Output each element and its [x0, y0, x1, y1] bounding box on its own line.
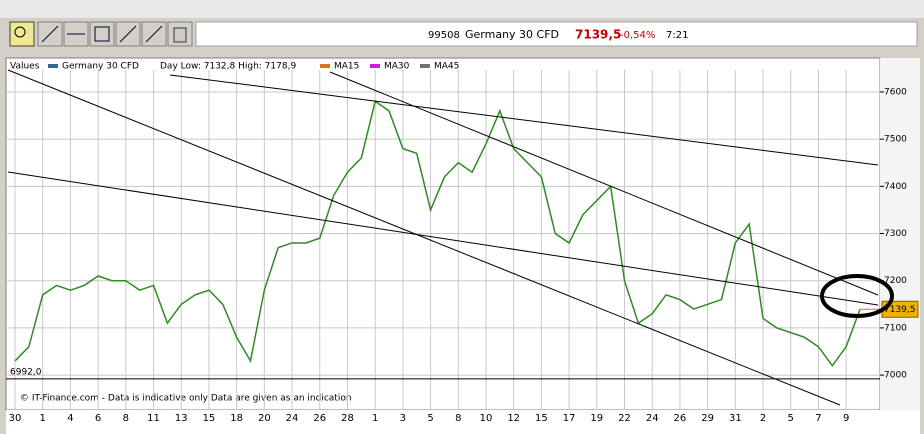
- x-tick-label: 7: [815, 413, 821, 424]
- legend-label: Germany 30 CFD: [62, 62, 139, 72]
- footnote: © IT-Finance.com - Data is indicative on…: [20, 394, 352, 404]
- x-tick-label: 1: [372, 413, 378, 424]
- x-tick-label: 11: [147, 413, 160, 424]
- line-icon: [41, 25, 59, 43]
- trend-lines: [7, 69, 879, 406]
- x-tick-label: 8: [455, 413, 461, 424]
- trend-line: [7, 69, 841, 406]
- legend-label: MA15: [334, 62, 359, 72]
- legend-swatch: [420, 64, 430, 68]
- fib-tool[interactable]: [89, 21, 115, 47]
- legend-label: MA30: [384, 62, 410, 72]
- y-tick-label: 7200: [884, 276, 907, 286]
- x-tick-label: 31: [729, 413, 742, 424]
- x-tick-label: 13: [175, 413, 188, 424]
- quote-change: -0,54%: [620, 30, 655, 41]
- x-tick-label: 9: [843, 413, 849, 424]
- x-tick-label: 24: [286, 413, 299, 424]
- toolbar: [9, 21, 193, 47]
- parallel-icon: [145, 25, 163, 43]
- x-tick-label: 28: [341, 413, 354, 424]
- instrument-code: 99508: [428, 30, 460, 41]
- y-tick-label: 7000: [884, 371, 907, 381]
- legend-swatch: [320, 64, 330, 68]
- x-tick-label: 19: [590, 413, 603, 424]
- y-tick-label: 7400: [884, 182, 907, 192]
- legend-swatch: [48, 64, 58, 68]
- x-axis-area: [6, 410, 920, 434]
- trend-line: [329, 71, 879, 296]
- x-tick-label: 3: [400, 413, 406, 424]
- x-tick-label: 17: [563, 413, 576, 424]
- highlight-ellipse: [820, 274, 894, 318]
- quote-time: 7:21: [666, 30, 688, 41]
- zoom-button[interactable]: [9, 21, 35, 47]
- x-tick-label: 26: [674, 413, 687, 424]
- quote-price: 7139,5: [575, 28, 621, 42]
- x-tick-label: 24: [646, 413, 659, 424]
- x-tick-label: 2: [760, 413, 766, 424]
- legend-title: Values: [10, 62, 40, 72]
- price-line: [14, 100, 861, 367]
- x-tick-label: 20: [258, 413, 271, 424]
- x-tick-label: 5: [788, 413, 794, 424]
- last-price-label: 7139,5: [884, 305, 916, 315]
- fib-icon: [94, 26, 110, 42]
- x-tick-label: 1: [40, 413, 46, 424]
- day-range: Day Low: 7132,8 High: 7178,9: [160, 62, 296, 72]
- reference-label: 6992,0: [10, 367, 42, 377]
- x-tick-label: 22: [618, 413, 631, 424]
- quote-panel: [195, 21, 918, 47]
- trend-line: [169, 74, 879, 166]
- y-tick-label: 7300: [884, 229, 907, 239]
- y-axis-area: [880, 58, 920, 410]
- y-tick-label: 7500: [884, 135, 907, 145]
- title-strip: [0, 0, 924, 18]
- x-tick-label: 4: [67, 413, 73, 424]
- trend-line: [7, 171, 879, 306]
- y-tick-label: 7100: [884, 323, 907, 333]
- y-tick-label: 7600: [884, 87, 907, 97]
- x-tick-label: 15: [203, 413, 216, 424]
- instrument-name: Germany 30 CFD: [465, 28, 559, 41]
- x-tick-label: 30: [9, 413, 22, 424]
- x-tick-label: 5: [427, 413, 433, 424]
- zoom-icon: [14, 26, 26, 38]
- legend-label: MA45: [434, 62, 459, 72]
- channel-icon: [119, 25, 137, 43]
- x-tick-label: 15: [535, 413, 548, 424]
- x-tick-label: 29: [701, 413, 714, 424]
- plot-layer: Germany 30 CFD MA15 MA30 MA4570007100720073…: [6, 62, 919, 424]
- trash-icon: [173, 27, 187, 43]
- x-tick-label: 8: [123, 413, 129, 424]
- x-tick-label: 10: [480, 413, 493, 424]
- legend-swatch: [370, 64, 380, 68]
- x-tick-label: 12: [507, 413, 520, 424]
- x-tick-label: 6: [95, 413, 101, 424]
- x-tick-label: 26: [313, 413, 326, 424]
- x-tick-label: 18: [230, 413, 243, 424]
